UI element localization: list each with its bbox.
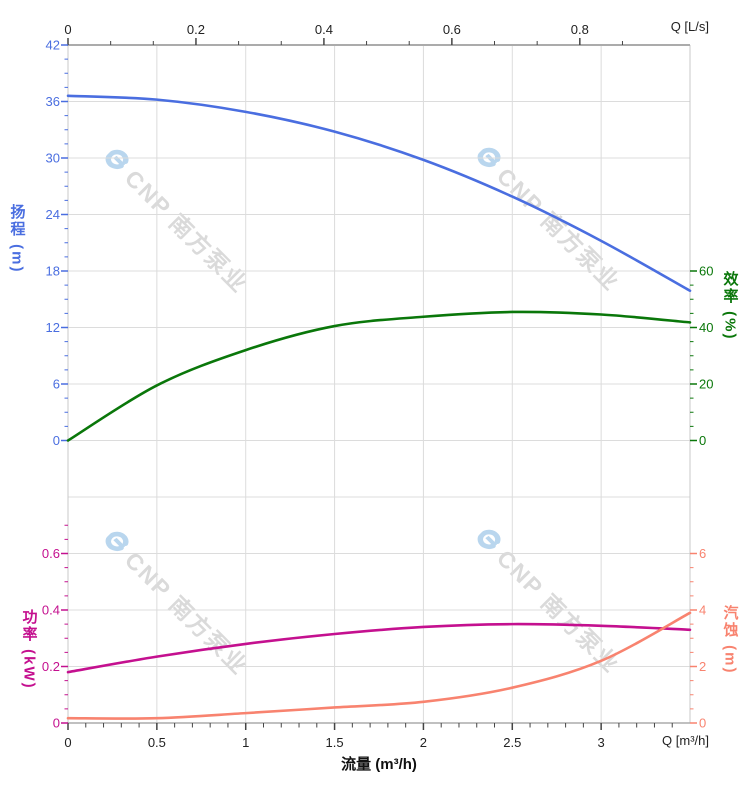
svg-text:2: 2	[420, 735, 427, 750]
npsh-curve	[66, 611, 692, 720]
svg-text:0: 0	[64, 22, 71, 37]
svg-text:0.8: 0.8	[571, 22, 589, 37]
watermark: CNP 南方泵业	[470, 520, 629, 679]
svg-text:0: 0	[699, 716, 706, 731]
svg-text:0.4: 0.4	[42, 603, 60, 618]
power-curve	[66, 622, 692, 674]
svg-text:2: 2	[699, 659, 706, 674]
head-axis-title: 扬程 (m)	[8, 204, 26, 274]
head-curve	[66, 94, 692, 293]
svg-text:20: 20	[699, 377, 713, 392]
svg-text:4: 4	[699, 603, 706, 618]
gridlines	[68, 45, 690, 723]
cnp-logo-icon	[474, 524, 507, 557]
svg-text:0: 0	[53, 433, 60, 448]
efficiency-curve	[66, 310, 692, 442]
cnp-logo-icon	[102, 526, 135, 559]
svg-text:40: 40	[699, 320, 713, 335]
watermark: CNP 南方泵业	[98, 522, 257, 681]
svg-text:3: 3	[598, 735, 605, 750]
svg-text:0.6: 0.6	[443, 22, 461, 37]
npsh-axis-title: 汽蚀 (m)	[721, 605, 739, 675]
top-axis-unit-label: Q [L/s]	[670, 19, 709, 34]
svg-text:0.2: 0.2	[187, 22, 205, 37]
y-axis-ticks	[61, 44, 697, 724]
curves	[66, 94, 692, 720]
svg-text:1: 1	[242, 735, 249, 750]
svg-text:1.5: 1.5	[326, 735, 344, 750]
svg-text:12: 12	[46, 320, 60, 335]
svg-text:0.5: 0.5	[148, 735, 166, 750]
bottom-axis-unit-label: Q [m³/h]	[662, 733, 709, 748]
svg-text:2.5: 2.5	[503, 735, 521, 750]
svg-text:24: 24	[46, 207, 60, 222]
svg-text:42: 42	[46, 38, 60, 53]
svg-text:0.6: 0.6	[42, 546, 60, 561]
svg-text:0.4: 0.4	[315, 22, 333, 37]
svg-text:0.2: 0.2	[42, 659, 60, 674]
svg-text:0: 0	[699, 433, 706, 448]
svg-text:0: 0	[64, 735, 71, 750]
svg-text:30: 30	[46, 151, 60, 166]
power-axis-title: 功率 (kW)	[20, 609, 38, 690]
svg-text:6: 6	[53, 377, 60, 392]
efficiency-axis-title: 效率 (%)	[721, 271, 739, 341]
svg-text:60: 60	[699, 264, 713, 279]
svg-text:36: 36	[46, 94, 60, 109]
svg-text:6: 6	[699, 546, 706, 561]
svg-text:0: 0	[53, 716, 60, 731]
x-axis-tick-labels: 0 0.2 0.4 0.6 0.8 0 0.5 1 1.5 2 2.5 3	[64, 22, 604, 750]
cnp-logo-icon	[474, 142, 507, 175]
x-axis-ticks	[67, 38, 673, 730]
flow-axis-title: 流量 (m³/h)	[341, 756, 417, 773]
watermark: CNP 南方泵业	[470, 138, 629, 297]
svg-text:18: 18	[46, 264, 60, 279]
